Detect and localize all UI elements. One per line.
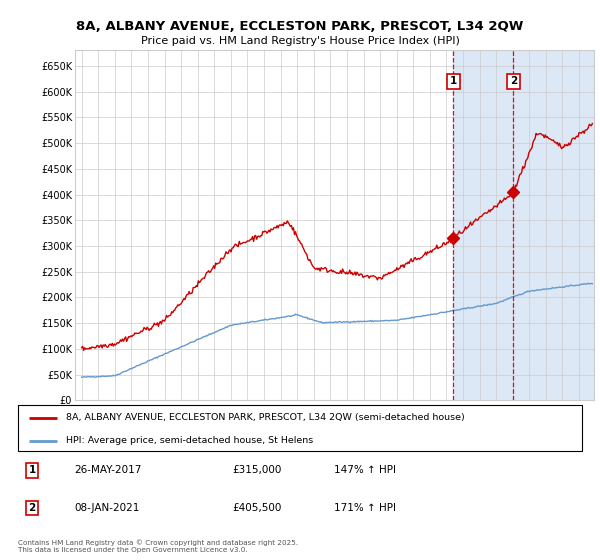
Text: Price paid vs. HM Land Registry's House Price Index (HPI): Price paid vs. HM Land Registry's House … (140, 36, 460, 46)
FancyBboxPatch shape (18, 405, 582, 451)
Text: 171% ↑ HPI: 171% ↑ HPI (334, 503, 396, 513)
Text: 2: 2 (28, 503, 36, 513)
Text: 8A, ALBANY AVENUE, ECCLESTON PARK, PRESCOT, L34 2QW (semi-detached house): 8A, ALBANY AVENUE, ECCLESTON PARK, PRESC… (66, 413, 464, 422)
Text: 1: 1 (28, 465, 36, 475)
Text: 2: 2 (510, 76, 517, 86)
Text: 8A, ALBANY AVENUE, ECCLESTON PARK, PRESCOT, L34 2QW: 8A, ALBANY AVENUE, ECCLESTON PARK, PRESC… (76, 20, 524, 32)
Text: Contains HM Land Registry data © Crown copyright and database right 2025.
This d: Contains HM Land Registry data © Crown c… (18, 539, 298, 553)
Text: HPI: Average price, semi-detached house, St Helens: HPI: Average price, semi-detached house,… (66, 436, 313, 445)
Text: 1: 1 (450, 76, 457, 86)
Text: 26-MAY-2017: 26-MAY-2017 (74, 465, 142, 475)
Text: £405,500: £405,500 (232, 503, 281, 513)
Bar (454, 50, 600, 400)
Text: 147% ↑ HPI: 147% ↑ HPI (334, 465, 396, 475)
Text: 08-JAN-2021: 08-JAN-2021 (74, 503, 140, 513)
Text: £315,000: £315,000 (232, 465, 281, 475)
